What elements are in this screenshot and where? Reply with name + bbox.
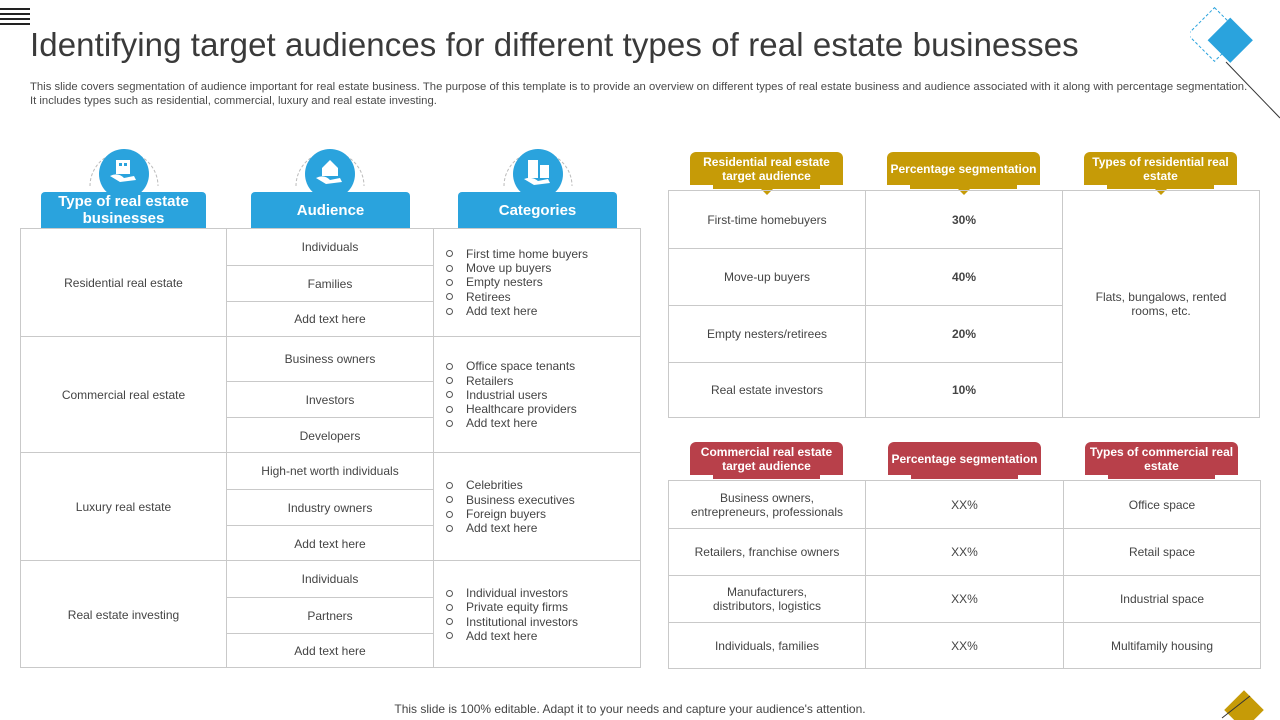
audience-cell: High-net worth individuals Industry owne…	[227, 453, 434, 561]
business-types-table: Residential real estate Individuals Fami…	[20, 228, 641, 668]
buildings-icon	[503, 149, 573, 192]
header-audience: Audience	[251, 192, 410, 228]
footer-note: This slide is 100% editable. Adapt it to…	[394, 702, 866, 716]
commercial-percent-cell: XX%	[866, 528, 1064, 575]
table-row: Luxury real estate High-net worth indivi…	[21, 452, 640, 561]
house-hand-icon	[295, 149, 365, 192]
page-title: Identifying target audiences for differe…	[30, 26, 1079, 63]
list-item: Add text here	[446, 629, 578, 643]
corner-diamond-decoration	[1190, 6, 1280, 119]
table-row: Residential real estate Individuals Fami…	[21, 229, 640, 336]
list-item: Add text here	[446, 521, 575, 535]
table-row: Real estate investing Individuals Partne…	[21, 560, 640, 668]
commercial-percent-cell: XX%	[866, 481, 1064, 528]
audience-cell: Individuals Partners Add text here	[227, 561, 434, 668]
header-underline	[713, 185, 820, 189]
list-item: Private equity firms	[446, 600, 578, 614]
residential-header-audience: Residential real estate target audience	[690, 152, 843, 185]
header-underline	[1107, 185, 1214, 189]
categories-cell: Celebrities Business executives Foreign …	[434, 453, 640, 561]
building-hand-icon	[89, 149, 159, 192]
table-row: Commercial real estate Business owners I…	[21, 336, 640, 453]
commercial-type-cell: Office space	[1128, 497, 1196, 512]
audience-item: Add text here	[227, 301, 433, 336]
list-item: Industrial users	[446, 388, 577, 402]
list-item: Retirees	[446, 290, 588, 304]
commercial-audience-cell: Individuals, families	[669, 622, 866, 668]
header-underline	[713, 475, 820, 479]
categories-cell: Office space tenants Retailers Industria…	[434, 337, 640, 453]
header-business-types: Type of real estate businesses	[41, 192, 206, 228]
residential-percent-cell: 40%	[866, 248, 1063, 305]
list-item: Foreign buyers	[446, 507, 575, 521]
list-item: Celebrities	[446, 478, 575, 492]
list-item: Move up buyers	[446, 261, 588, 275]
categories-cell: Individual investors Private equity firm…	[434, 561, 640, 668]
list-item: Office space tenants	[446, 359, 577, 373]
residential-percent-cell: 10%	[866, 362, 1063, 417]
list-item: Individual investors	[446, 586, 578, 600]
commercial-type-cell: Retail space	[1064, 528, 1260, 575]
residential-header-types: Types of residential real estate	[1084, 152, 1237, 185]
header-underline	[910, 185, 1017, 189]
pointer-triangle	[958, 189, 970, 195]
pointer-triangle	[761, 189, 773, 195]
audience-item: Add text here	[227, 525, 433, 561]
slide-description: This slide covers segmentation of audien…	[30, 81, 1248, 107]
audience-cell: Individuals Families Add text here	[227, 229, 434, 336]
residential-header-percentage: Percentage segmentation	[887, 152, 1040, 185]
header-underline	[911, 475, 1018, 479]
audience-item: High-net worth individuals	[261, 464, 399, 478]
list-item: Empty nesters	[446, 275, 588, 289]
audience-item: Developers	[227, 417, 433, 453]
corner-diamond-decoration	[1221, 690, 1264, 720]
list-item: Healthcare providers	[446, 402, 577, 416]
audience-item: Individuals	[301, 240, 359, 254]
residential-audience-cell: Move-up buyers	[669, 248, 866, 305]
header-categories: Categories	[458, 192, 617, 228]
commercial-audience-cell: Business owners, entrepreneurs, professi…	[669, 481, 866, 528]
commercial-percent-cell: XX%	[866, 575, 1064, 622]
commercial-header-types: Types of commercial real estate	[1085, 442, 1238, 475]
list-item: Business executives	[446, 493, 575, 507]
business-type-cell: Residential real estate	[21, 229, 227, 336]
residential-audience-cell: Real estate investors	[669, 362, 866, 417]
audience-item: Families	[227, 265, 433, 301]
residential-table: First-time homebuyers 30% Move-up buyers…	[668, 190, 1260, 418]
residential-percent-cell: 20%	[866, 305, 1063, 362]
commercial-audience-cell: Retailers, franchise owners	[669, 528, 866, 575]
residential-audience-cell: Empty nesters/retirees	[669, 305, 866, 362]
business-type-cell: Luxury real estate	[21, 453, 227, 561]
audience-cell: Business owners Investors Developers	[227, 337, 434, 453]
audience-item: Business owners	[284, 352, 376, 366]
audience-item: Individuals	[301, 572, 359, 586]
audience-item: Partners	[227, 597, 433, 633]
list-item: First time home buyers	[446, 247, 588, 261]
commercial-header-audience: Commercial real estate target audience	[690, 442, 843, 475]
residential-audience-cell: First-time homebuyers	[669, 191, 866, 248]
list-item: Institutional investors	[446, 615, 578, 629]
pointer-triangle	[1155, 189, 1167, 195]
commercial-header-percentage: Percentage segmentation	[888, 442, 1041, 475]
audience-item: Add text here	[227, 633, 433, 668]
commercial-type-cell: Multifamily housing	[1064, 622, 1260, 668]
commercial-percent-cell: XX%	[866, 622, 1064, 668]
commercial-table: Business owners, entrepreneurs, professi…	[668, 480, 1261, 669]
residential-percent-cell: 30%	[866, 191, 1063, 248]
list-item: Add text here	[446, 416, 577, 430]
commercial-type-cell: Industrial space	[1064, 575, 1260, 622]
audience-item: Industry owners	[227, 489, 433, 525]
business-type-cell: Commercial real estate	[21, 337, 227, 453]
list-item: Add text here	[446, 304, 588, 318]
menu-icon[interactable]	[0, 8, 30, 26]
list-item: Retailers	[446, 374, 577, 388]
residential-types-cell: Flats, bungalows, rented rooms, etc.	[1095, 290, 1227, 318]
categories-cell: First time home buyers Move up buyers Em…	[434, 229, 640, 336]
header-underline	[1108, 475, 1215, 479]
commercial-audience-cell: Manufacturers, distributors, logistics	[669, 575, 866, 622]
business-type-cell: Real estate investing	[21, 561, 227, 668]
audience-item: Investors	[227, 381, 433, 417]
